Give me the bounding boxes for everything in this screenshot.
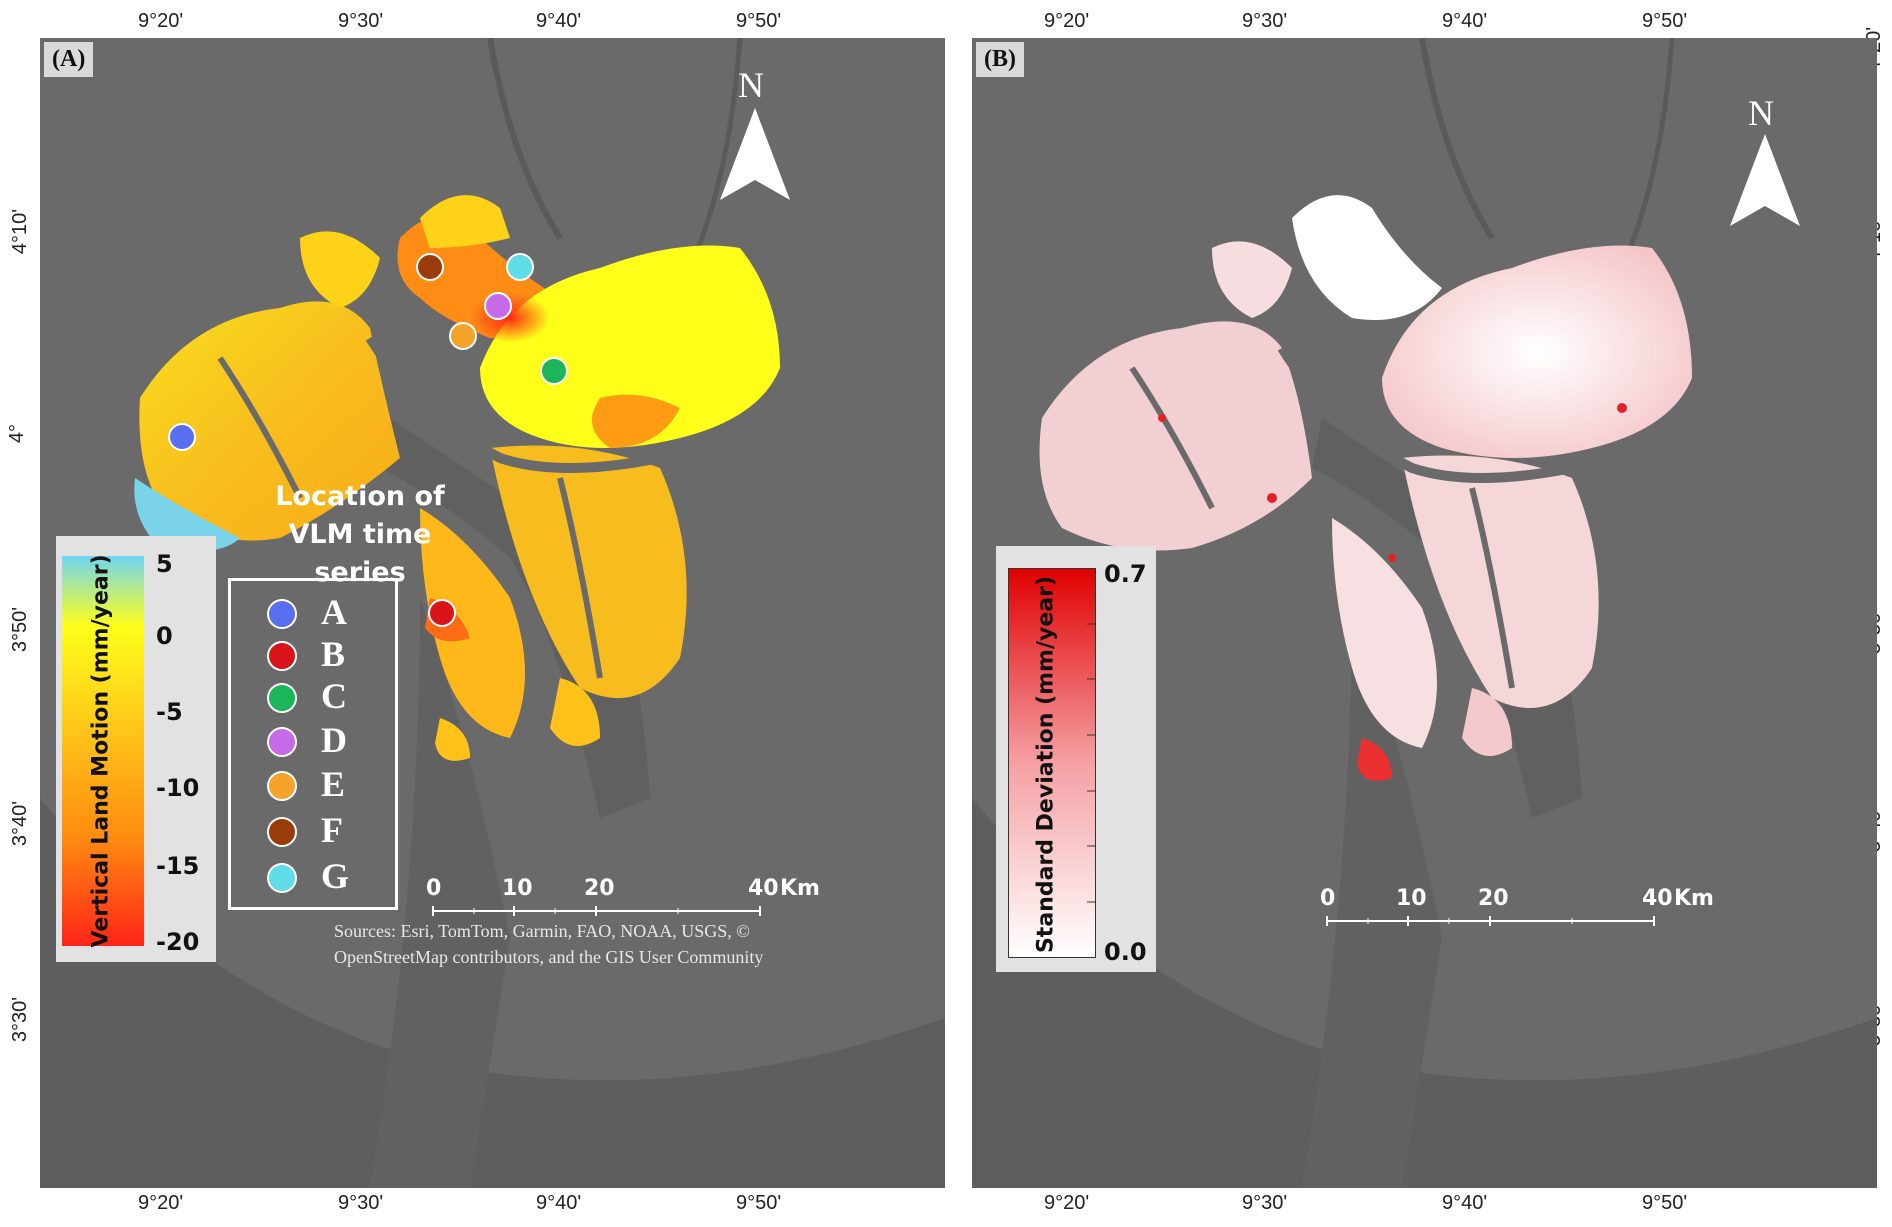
location-title-line: series (314, 557, 406, 588)
north-label: N (1748, 93, 1774, 133)
panel-b-label: (B) (976, 42, 1024, 77)
panel-b-basemap (972, 38, 1877, 1188)
scale-tick: 20 (584, 876, 615, 901)
colorbar-tick: -5 (156, 698, 183, 726)
legend-dot (267, 727, 297, 757)
colorbar-tick: 0 (156, 622, 173, 650)
scale-tick: 0 (1320, 886, 1336, 911)
site-marker-c[interactable] (540, 357, 568, 385)
north-arrow-icon (1730, 134, 1800, 226)
legend-item-f[interactable]: F (231, 810, 391, 850)
legend-item-c[interactable]: C (231, 676, 391, 716)
site-marker-f[interactable] (416, 253, 444, 281)
lon-tick: 9°40' (536, 10, 582, 32)
site-marker-g[interactable] (506, 253, 534, 281)
legend-item-a[interactable]: A (231, 592, 391, 632)
scale-tick: 40 (1642, 886, 1673, 911)
colorbar-tick: -10 (156, 774, 200, 802)
lon-tick: 9°50' (1642, 10, 1688, 32)
vlm-color-ramp (62, 556, 144, 946)
lon-tick: 9°20' (138, 1192, 184, 1214)
scale-tick: 20 (1478, 886, 1509, 911)
lon-tick: 9°20' (1044, 10, 1090, 32)
legend-letter: B (321, 634, 346, 674)
lon-tick: 9°50' (736, 10, 782, 32)
site-marker-e[interactable] (449, 322, 477, 350)
site-marker-d[interactable] (484, 292, 512, 320)
scale-tick: 40 (748, 876, 779, 901)
site-marker-b[interactable] (428, 599, 456, 627)
lon-tick: 9°50' (736, 1192, 782, 1214)
colorbar-tick: 5 (156, 550, 173, 578)
vlm-colorbar-title: Vertical Land Motion (mm/year) (88, 554, 114, 948)
map-panel-a[interactable]: (A) N Vertical Land Motion (mm/year) 5 0… (40, 38, 945, 1188)
location-title-line: VLM time (288, 519, 432, 550)
location-legend-box: A B C D E F G (228, 578, 398, 910)
lat-tick: 3°40' (9, 800, 32, 847)
north-label: N (738, 65, 764, 105)
map-sources-attribution: Sources: Esri, TomTom, Garmin, FAO, NOAA… (334, 918, 763, 970)
legend-letter: C (321, 676, 347, 716)
lon-tick: 9°20' (1044, 1192, 1090, 1214)
lon-tick: 9°40' (536, 1192, 582, 1214)
colorbar-tick: 0.0 (1104, 938, 1147, 966)
colorbar-tick: -20 (156, 928, 200, 956)
scale-tick: 0 (426, 876, 442, 901)
scale-bar-line (1326, 916, 1655, 926)
scale-bar-line (432, 906, 761, 916)
legend-letter: G (321, 856, 350, 896)
lon-tick: 9°40' (1442, 1192, 1488, 1214)
colorbar-tick: -15 (156, 852, 200, 880)
lat-tick: 3°50' (9, 606, 32, 653)
scale-unit: Km (1674, 886, 1714, 911)
lon-tick: 9°30' (1242, 1192, 1288, 1214)
legend-dot (267, 771, 297, 801)
legend-letter: E (321, 764, 346, 804)
sd-color-ramp (1008, 568, 1096, 958)
legend-letter: D (321, 720, 347, 760)
lat-tick: 3°30' (9, 996, 32, 1043)
legend-item-e[interactable]: E (231, 764, 391, 804)
lon-tick: 9°40' (1442, 10, 1488, 32)
lon-tick: 9°50' (1642, 1192, 1688, 1214)
lat-tick: 4° (6, 423, 29, 444)
colorbar-tick: 0.7 (1104, 560, 1147, 588)
legend-letter: A (321, 592, 347, 632)
legend-dot (267, 599, 297, 629)
map-panel-b[interactable]: (B) N Standard Deviation (mm/year) 0.7 0… (972, 38, 1877, 1188)
lon-tick: 9°30' (338, 1192, 384, 1214)
legend-item-g[interactable]: G (231, 856, 391, 896)
legend-item-d[interactable]: D (231, 720, 391, 760)
lon-tick: 9°30' (1242, 10, 1288, 32)
legend-dot (267, 683, 297, 713)
location-title-line: Location of (275, 481, 445, 512)
sd-colorbar-title: Standard Deviation (mm/year) (1033, 575, 1059, 954)
legend-dot (267, 817, 297, 847)
north-arrow-icon (720, 108, 790, 200)
sd-colorbar-legend: Standard Deviation (mm/year) 0.7 0.0 (996, 546, 1156, 972)
legend-letter: F (321, 810, 343, 850)
panel-a-label: (A) (44, 42, 94, 77)
lon-tick: 9°20' (138, 10, 184, 32)
scale-tick: 10 (502, 876, 533, 901)
sources-line: Sources: Esri, TomTom, Garmin, FAO, NOAA… (334, 921, 750, 941)
lon-tick: 9°30' (338, 10, 384, 32)
legend-item-b[interactable]: B (231, 634, 391, 674)
scale-unit: Km (780, 876, 820, 901)
legend-dot (267, 641, 297, 671)
panel-a-basemap (40, 38, 945, 1188)
legend-dot (267, 863, 297, 893)
lat-tick: 4°10' (9, 208, 32, 255)
sd-ramp-ticks (1087, 623, 1095, 903)
site-marker-a[interactable] (168, 423, 196, 451)
location-legend-title: Location of VLM time series (260, 478, 460, 592)
scale-tick: 10 (1396, 886, 1427, 911)
sources-line: OpenStreetMap contributors, and the GIS … (334, 947, 764, 967)
vlm-colorbar-legend: Vertical Land Motion (mm/year) 5 0 -5 -1… (56, 536, 216, 962)
